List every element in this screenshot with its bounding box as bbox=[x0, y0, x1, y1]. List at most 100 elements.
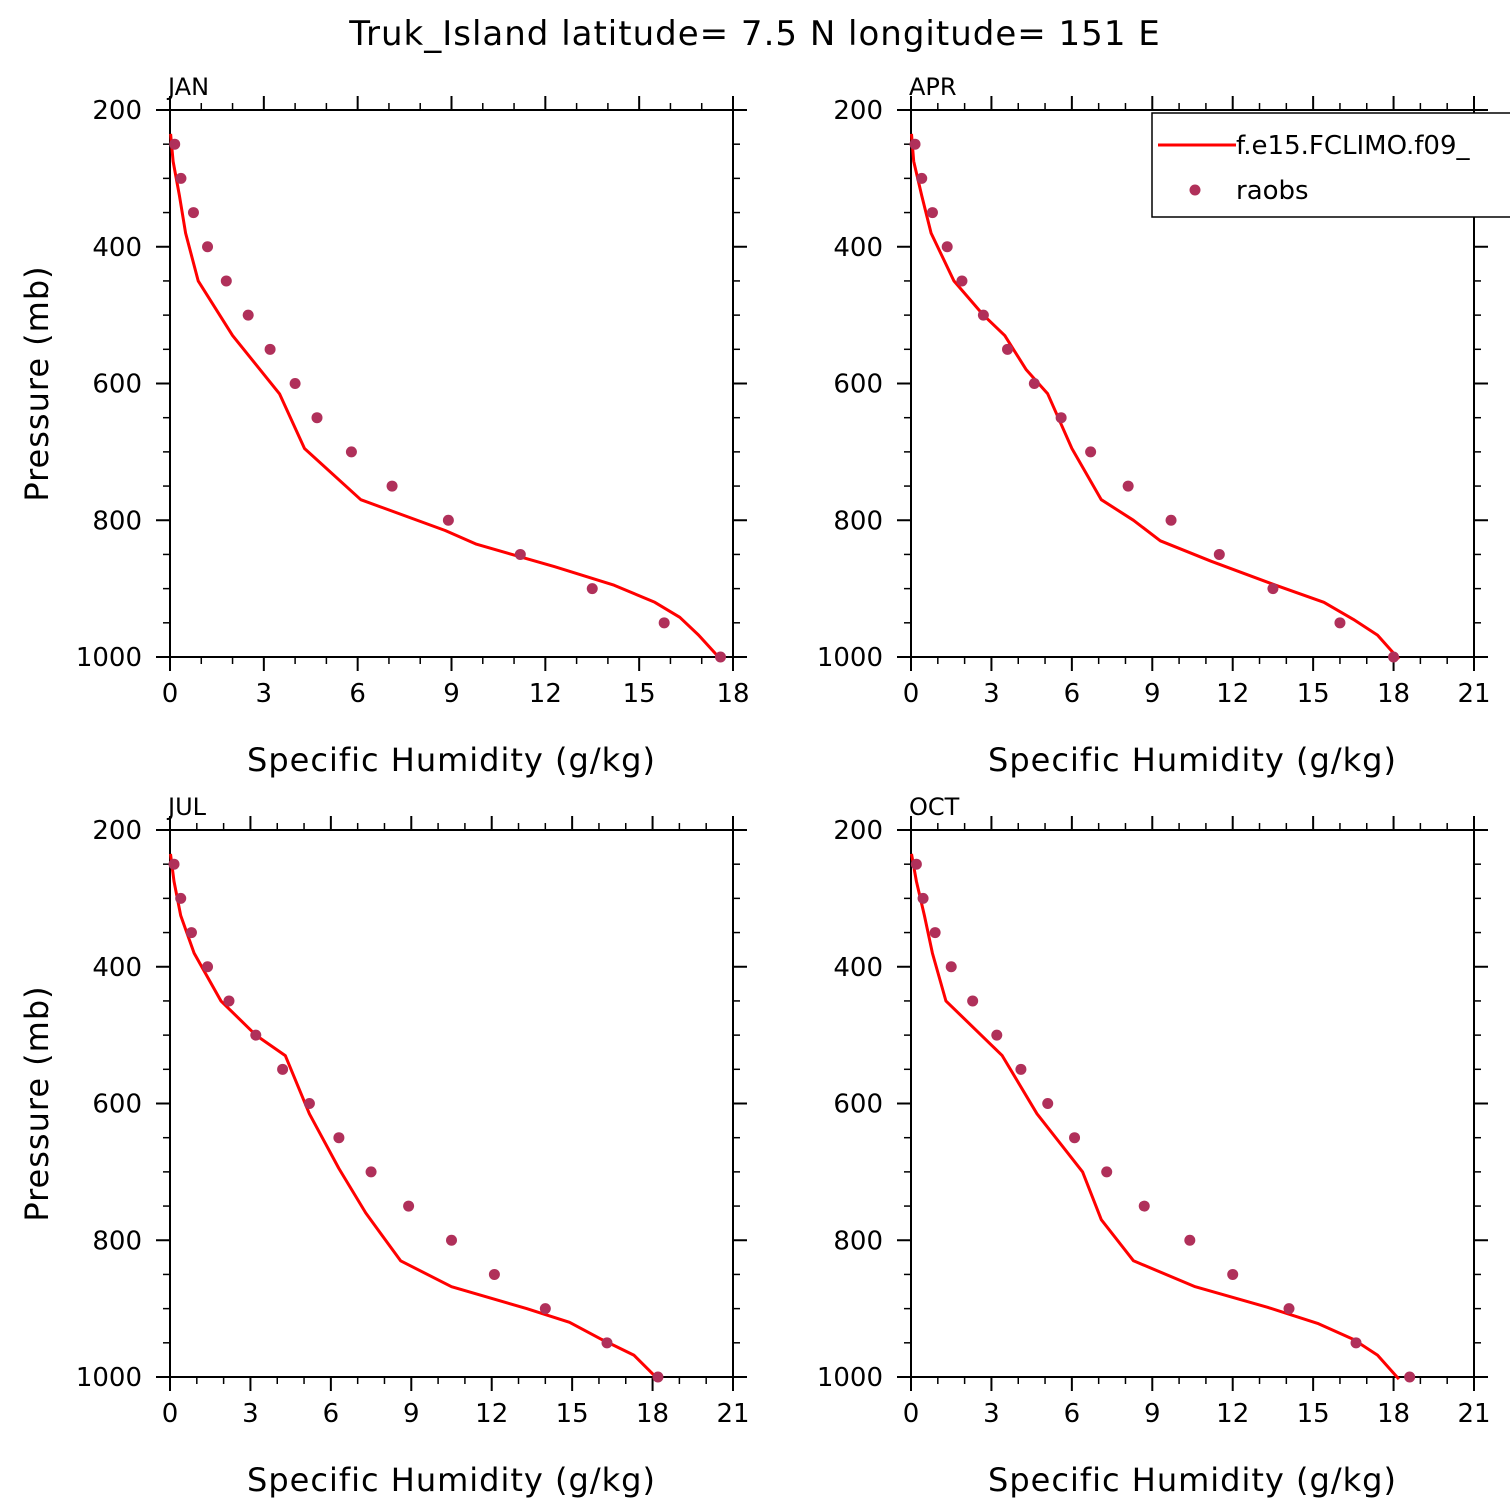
x-tick-label-jul: 15 bbox=[556, 1399, 589, 1429]
obs-point-oct bbox=[1404, 1371, 1416, 1383]
obs-point-apr bbox=[1334, 617, 1346, 629]
x-tick-label-apr: 6 bbox=[1064, 679, 1081, 709]
y-axis-title-jul: Pressure (mb) bbox=[18, 985, 56, 1221]
x-tick-label-jul: 18 bbox=[636, 1399, 669, 1429]
obs-point-oct bbox=[1069, 1132, 1081, 1144]
y-tick-label-apr: 800 bbox=[833, 506, 883, 536]
obs-point-jan bbox=[658, 617, 670, 629]
model-line-jan bbox=[169, 133, 722, 661]
obs-point-jul bbox=[365, 1166, 377, 1178]
x-tick-label-jan: 12 bbox=[529, 679, 562, 709]
obs-point-jul bbox=[652, 1371, 664, 1383]
obs-point-jan bbox=[264, 343, 276, 355]
x-tick-label-jan: 0 bbox=[162, 679, 179, 709]
x-tick-label-apr: 9 bbox=[1144, 679, 1161, 709]
x-tick-label-jan: 18 bbox=[716, 679, 749, 709]
x-tick-label-jul: 9 bbox=[403, 1399, 420, 1429]
plot-frame-oct bbox=[910, 829, 1475, 1378]
obs-point-jan bbox=[386, 480, 398, 492]
obs-point-jul bbox=[250, 1029, 262, 1041]
x-tick-label-oct: 15 bbox=[1297, 1399, 1330, 1429]
obs-point-jul bbox=[333, 1132, 345, 1144]
obs-point-jul bbox=[168, 858, 180, 870]
model-line-jul bbox=[169, 853, 659, 1381]
obs-point-jul bbox=[185, 927, 197, 939]
obs-point-oct bbox=[1350, 1337, 1362, 1349]
legend-obs-label: raobs bbox=[1236, 176, 1309, 206]
obs-point-jul bbox=[303, 1098, 315, 1109]
y-axis-title-jan: Pressure (mb) bbox=[18, 265, 56, 501]
obs-point-jul bbox=[202, 961, 214, 973]
y-tick-label-oct: 1000 bbox=[817, 1363, 883, 1393]
obs-point-jul bbox=[223, 995, 235, 1007]
obs-point-jul bbox=[601, 1337, 613, 1349]
x-tick-label-jan: 3 bbox=[256, 679, 273, 709]
obs-point-jan bbox=[289, 378, 301, 389]
y-tick-label-oct: 200 bbox=[833, 816, 883, 846]
obs-point-apr bbox=[941, 241, 953, 253]
x-tick-label-oct: 9 bbox=[1144, 1399, 1161, 1429]
x-tick-label-oct: 21 bbox=[1457, 1399, 1490, 1429]
obs-point-jan bbox=[169, 138, 181, 150]
obs-point-oct bbox=[1227, 1268, 1239, 1280]
obs-point-oct bbox=[929, 927, 941, 939]
obs-point-jul bbox=[277, 1063, 289, 1075]
obs-point-oct bbox=[1101, 1166, 1113, 1178]
model-line-oct bbox=[910, 853, 1401, 1381]
obs-point-jul bbox=[403, 1200, 415, 1212]
y-tick-label-jul: 1000 bbox=[76, 1363, 142, 1393]
obs-point-jan bbox=[442, 514, 454, 526]
x-tick-label-oct: 12 bbox=[1216, 1399, 1249, 1429]
y-tick-label-oct: 800 bbox=[833, 1226, 883, 1256]
obs-point-oct bbox=[910, 858, 922, 870]
obs-point-apr bbox=[1388, 651, 1400, 663]
x-tick-label-oct: 3 bbox=[983, 1399, 1000, 1429]
obs-point-oct bbox=[967, 995, 979, 1007]
panel-jul: JUL 0 3 6 9 12 15 18 21 200 400 600 800 1000 Specific … bbox=[18, 793, 750, 1499]
obs-point-apr bbox=[956, 275, 968, 287]
y-tick-label-apr: 1000 bbox=[817, 643, 883, 673]
obs-point-jan bbox=[220, 275, 232, 287]
y-tick-label-jul: 200 bbox=[92, 816, 142, 846]
obs-point-jul bbox=[539, 1303, 551, 1315]
panel-label-oct: OCT bbox=[909, 793, 960, 821]
obs-point-oct bbox=[1042, 1098, 1054, 1109]
x-tick-label-apr: 0 bbox=[903, 679, 920, 709]
y-tick-label-jul: 600 bbox=[92, 1090, 142, 1120]
obs-point-apr bbox=[916, 172, 928, 184]
legend: f.e15.FCLIMO.f09_ raobs bbox=[1151, 112, 1510, 218]
x-tick-label-apr: 12 bbox=[1216, 679, 1249, 709]
x-axis-title-jan: Specific Humidity (g/kg) bbox=[247, 741, 656, 779]
y-tick-label-jul: 800 bbox=[92, 1226, 142, 1256]
x-tick-label-apr: 18 bbox=[1377, 679, 1410, 709]
x-tick-label-jul: 0 bbox=[162, 1399, 179, 1429]
legend-box bbox=[1151, 112, 1510, 218]
panel-oct: OCT 0 3 6 9 12 15 18 21 200 400 600 800 1000 Specific … bbox=[817, 793, 1491, 1499]
obs-point-apr bbox=[1055, 412, 1067, 424]
x-tick-label-jul: 12 bbox=[475, 1399, 508, 1429]
legend-model-label: f.e15.FCLIMO.f09_ bbox=[1236, 131, 1470, 161]
obs-point-jan bbox=[514, 548, 526, 560]
obs-point-jan bbox=[311, 412, 323, 424]
obs-point-jan bbox=[175, 172, 187, 184]
obs-point-oct bbox=[945, 961, 957, 973]
x-axis-title-jul: Specific Humidity (g/kg) bbox=[247, 1461, 656, 1499]
obs-point-jul bbox=[446, 1234, 457, 1246]
y-tick-label-oct: 600 bbox=[833, 1090, 883, 1120]
obs-point-apr bbox=[1028, 378, 1040, 389]
obs-point-oct bbox=[1015, 1063, 1027, 1075]
obs-point-jul bbox=[488, 1268, 500, 1280]
x-tick-label-oct: 18 bbox=[1377, 1399, 1410, 1429]
panel-apr: APR 0 3 6 9 12 15 18 21 200 400 600 800 1000 Specific … bbox=[817, 73, 1491, 779]
obs-point-jan bbox=[345, 446, 357, 458]
obs-point-jan bbox=[586, 583, 598, 595]
x-tick-label-jan: 6 bbox=[349, 679, 366, 709]
plot-frame-jul bbox=[169, 829, 734, 1378]
x-tick-label-jul: 6 bbox=[323, 1399, 340, 1429]
x-tick-label-apr: 21 bbox=[1457, 679, 1490, 709]
model-line-apr bbox=[910, 133, 1401, 661]
obs-point-jan bbox=[242, 309, 254, 321]
obs-point-apr bbox=[909, 138, 921, 150]
